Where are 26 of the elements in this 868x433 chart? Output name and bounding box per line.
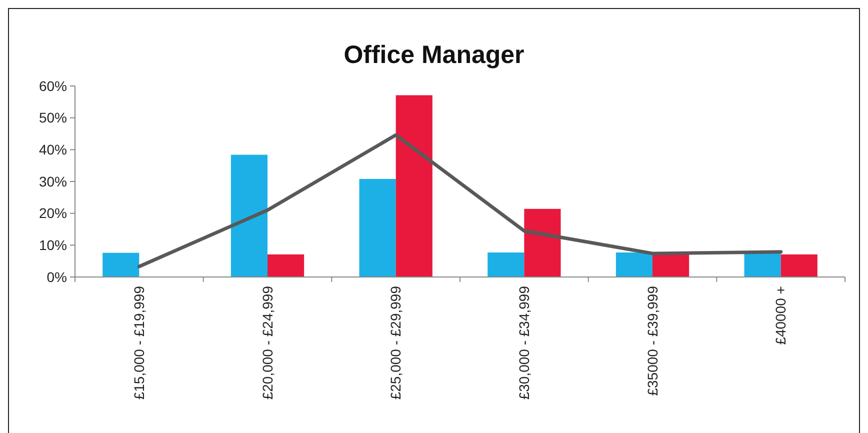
bar [616, 252, 652, 277]
x-tick-label: £20,000 - £24,999 [259, 286, 276, 400]
y-tick-label: 50% [38, 110, 67, 126]
y-tick-label: 60% [38, 78, 67, 94]
x-tick-label: £25,000 - £29,999 [388, 286, 404, 400]
bar [744, 252, 781, 277]
bar [102, 252, 140, 277]
x-tick-label: £35000 - £39,999 [644, 286, 660, 396]
y-tick-label: 20% [38, 205, 67, 222]
y-tick-label: 40% [38, 142, 67, 158]
bar [780, 254, 818, 277]
y-tick-label: 0% [46, 268, 67, 285]
bar [396, 95, 432, 277]
bar [652, 254, 690, 277]
chart-title: Office Manager [344, 41, 525, 69]
x-tick-label: £40000 + [772, 286, 789, 345]
bar [359, 178, 396, 277]
bar [230, 154, 268, 277]
line-series [137, 133, 783, 268]
bar [268, 254, 304, 277]
y-tick-label: 10% [38, 237, 67, 254]
bar [524, 208, 561, 277]
bar [488, 252, 524, 277]
y-tick-label: 30% [38, 173, 67, 190]
x-tick-label: £30,000 - £34,999 [516, 286, 532, 400]
x-tick-label: £15,000 - £19,999 [131, 286, 148, 400]
